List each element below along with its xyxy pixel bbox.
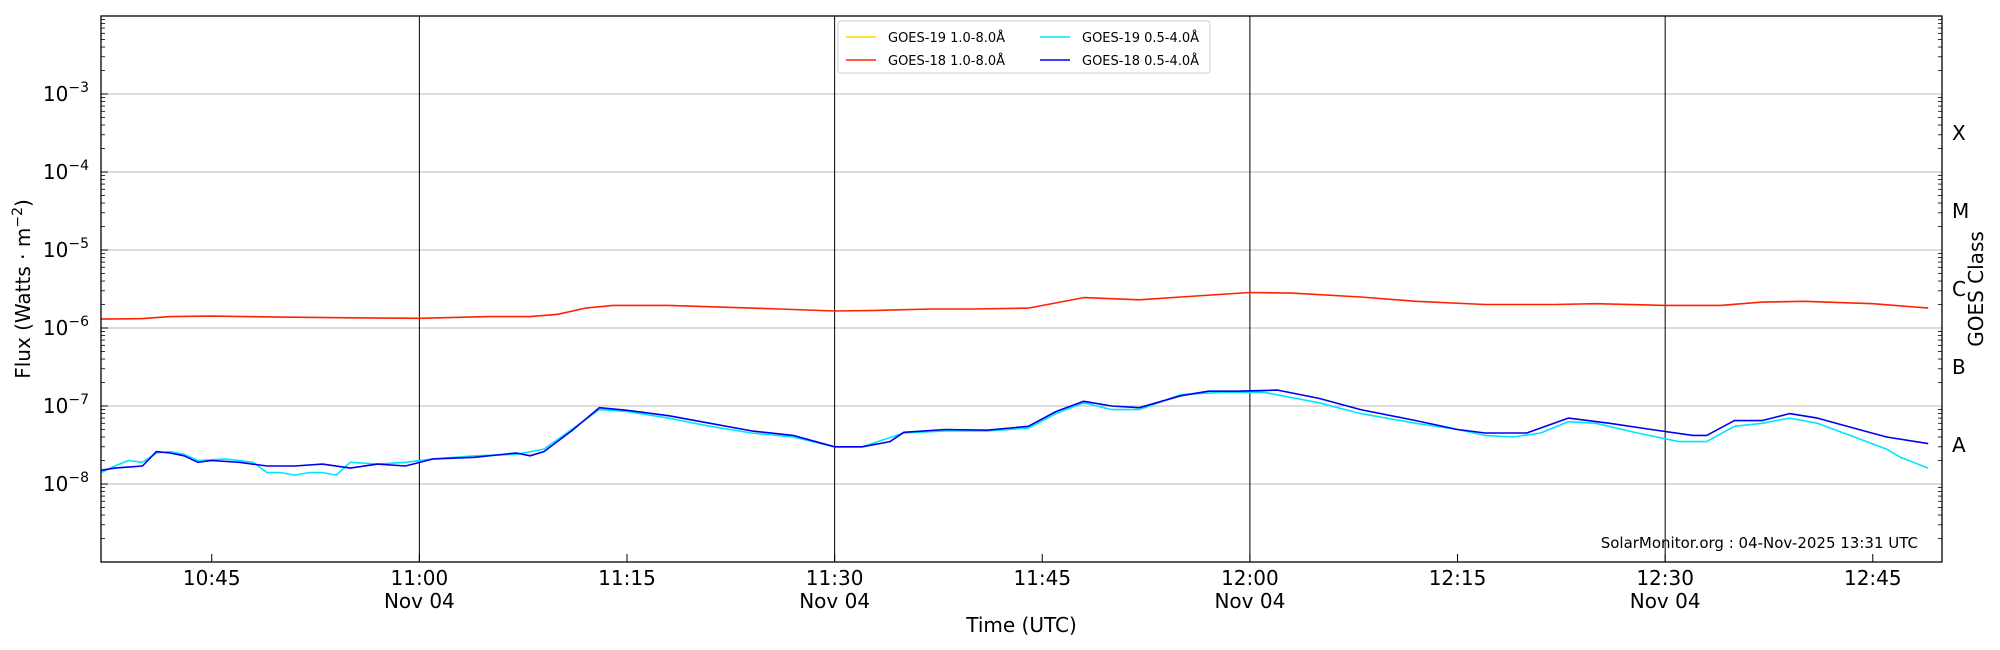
x-tick-label: 12:00 (1221, 566, 1279, 590)
y-axis-title: Flux (Watts · m−2) (10, 199, 35, 379)
legend-label: GOES-19 1.0-8.0Å (888, 30, 1005, 46)
goes-class-label: A (1952, 433, 1966, 457)
x-tick-label: 12:15 (1429, 566, 1487, 590)
legend: GOES-19 1.0-8.0Å GOES-18 1.0-8.0Å GOES-19 … (837, 20, 1211, 74)
goes-class-label: M (1952, 199, 1969, 223)
goes-class-label: C (1952, 277, 1966, 301)
legend-label: GOES-19 0.5-4.0Å (1082, 30, 1199, 46)
y-tick-label: 10−5 (43, 236, 89, 262)
grid (101, 16, 1942, 562)
x-tick-date-label: Nov 04 (1630, 589, 1701, 613)
x-tick-label: 10:45 (183, 566, 241, 590)
x-tick-date-label: Nov 04 (384, 589, 455, 613)
goes-class-axis-title: GOES Class (1964, 231, 1988, 347)
x-tick-label: 12:45 (1844, 566, 1902, 590)
plot-frame (100, 15, 1943, 563)
x-tick-label: 12:30 (1636, 566, 1694, 590)
x-tick-date-label: Nov 04 (799, 589, 870, 613)
x-tick-label: 11:30 (806, 566, 864, 590)
x-tick-label: 11:45 (1013, 566, 1071, 590)
y-tick-label: 10−3 (43, 80, 89, 106)
x-tick-date-label: Nov 04 (1214, 589, 1285, 613)
series-line (100, 391, 1929, 476)
legend-box (837, 20, 1211, 74)
watermark-text: SolarMonitor.org : 04-Nov-2025 13:31 UTC (1601, 534, 1918, 552)
x-tick-label: 11:00 (391, 566, 449, 590)
y-tick-label: 10−4 (43, 158, 89, 184)
legend-label: GOES-18 1.0-8.0Å (888, 53, 1005, 69)
x-axis-title: Time (UTC) (965, 613, 1077, 637)
x-tick-label: 11:15 (598, 566, 656, 590)
series-line (100, 291, 1929, 320)
y-tick-label: 10−7 (43, 392, 89, 418)
y-tick-label: 10−6 (43, 314, 89, 340)
series-line (100, 389, 1929, 472)
y-tick-label: 10−8 (43, 470, 89, 496)
series-lines (100, 291, 1929, 476)
goes-class-label: B (1952, 355, 1966, 379)
legend-label: GOES-18 0.5-4.0Å (1082, 53, 1199, 69)
goes-class-label: X (1952, 121, 1966, 145)
